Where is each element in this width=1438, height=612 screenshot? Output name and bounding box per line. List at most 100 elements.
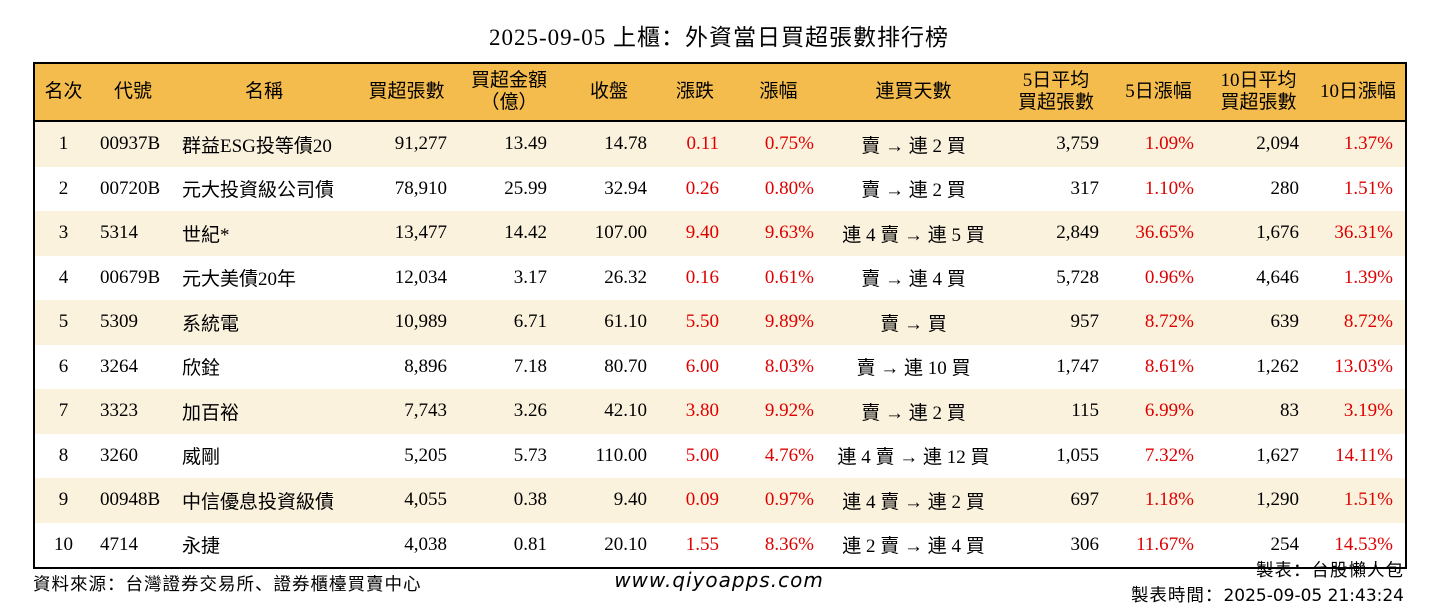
cell-avg5: 115 <box>1071 400 1099 422</box>
cell-change-pct: 8.03% <box>764 355 814 377</box>
cell-code: 00720B <box>100 177 161 199</box>
cell-avg10: 1,676 <box>1256 222 1299 244</box>
cell-change: 9.40 <box>685 222 719 244</box>
cell-avg10: 4,646 <box>1256 266 1299 288</box>
cell-code: 3260 <box>100 444 138 466</box>
cell-rank: 2 <box>58 177 69 199</box>
cell-net-buy-volume: 5,205 <box>404 444 447 466</box>
cell-code: 00948B <box>100 489 161 511</box>
cell-rank: 6 <box>58 355 69 377</box>
cell-pct10: 8.72% <box>1343 311 1393 333</box>
timestamp-value: 2025-09-05 21:43:24 <box>1223 586 1404 607</box>
cell-change: 3.80 <box>685 400 719 422</box>
cell-net-buy-volume: 91,277 <box>394 133 447 155</box>
table-row: 6 3264 欣銓 8,896 7.18 80.70 6.00 8.03% 賣 … <box>34 344 1406 389</box>
cell-net-buy-volume: 13,477 <box>394 222 447 244</box>
cell-close: 80.70 <box>604 355 647 377</box>
cell-streak: 賣 → 連 10 買 <box>856 358 971 380</box>
timestamp-label: 製表時間： <box>1130 585 1224 606</box>
cell-code: 3323 <box>100 400 138 422</box>
cell-pct10: 1.39% <box>1343 266 1393 288</box>
cell-name: 群益ESG投等債20 <box>182 135 332 157</box>
cell-net-buy-amount: 0.38 <box>513 489 547 511</box>
cell-pct10: 13.03% <box>1334 355 1393 377</box>
cell-pct10: 1.51% <box>1343 489 1393 511</box>
timestamp-line: 製表時間：2025-09-05 21:43:24 <box>1131 583 1404 609</box>
cell-close: 110.00 <box>595 444 647 466</box>
cell-code: 00937B <box>100 133 161 155</box>
cell-net-buy-amount: 7.18 <box>513 355 547 377</box>
cell-avg5: 957 <box>1070 311 1100 333</box>
col-pct5: 5日漲幅 <box>1111 63 1206 122</box>
cell-avg10: 639 <box>1270 311 1300 333</box>
cell-name: 元大投資級公司債 <box>182 180 335 202</box>
cell-change: 6.00 <box>685 355 719 377</box>
cell-streak: 連 4 賣 → 連 2 買 <box>842 491 985 513</box>
cell-pct5: 8.61% <box>1144 355 1194 377</box>
cell-pct5: 1.18% <box>1144 489 1194 511</box>
cell-net-buy-amount: 0.81 <box>513 533 547 555</box>
col-close: 收盤 <box>559 63 659 122</box>
cell-name: 元大美債20年 <box>182 269 297 291</box>
maker-line: 製表：台股懶人包 <box>1256 560 1404 580</box>
cell-name: 世紀* <box>182 224 230 246</box>
cell-rank: 9 <box>58 489 69 511</box>
table-row: 10 4714 永捷 4,038 0.81 20.10 1.55 8.36% 連… <box>34 522 1406 568</box>
cell-pct10: 3.19% <box>1343 400 1393 422</box>
cell-change-pct: 8.36% <box>764 533 814 555</box>
cell-change: 5.00 <box>685 444 719 466</box>
cell-rank: 8 <box>58 444 69 466</box>
cell-net-buy-amount: 5.73 <box>513 444 547 466</box>
cell-avg5: 1,747 <box>1056 355 1099 377</box>
cell-close: 9.40 <box>613 489 647 511</box>
cell-net-buy-volume: 4,038 <box>404 533 447 555</box>
col-avg5: 5日平均 買超張數 <box>1001 63 1111 122</box>
table-row: 4 00679B 元大美債20年 12,034 3.17 26.32 0.16 … <box>34 255 1406 300</box>
cell-avg5: 2,849 <box>1056 222 1099 244</box>
col-rank: 名次 <box>34 63 92 122</box>
cell-net-buy-amount: 3.26 <box>513 400 547 422</box>
cell-streak: 賣 → 連 2 買 <box>861 180 966 202</box>
col-pct10: 10日漲幅 <box>1311 63 1406 122</box>
credit-block: 製表：台股懶人包 製表時間：2025-09-05 21:43:24 <box>1131 558 1404 609</box>
cell-change-pct: 9.89% <box>764 311 814 333</box>
cell-streak: 賣 → 買 <box>880 313 947 335</box>
cell-name: 欣銓 <box>182 358 221 380</box>
cell-net-buy-volume: 78,910 <box>394 177 447 199</box>
cell-net-buy-volume: 12,034 <box>394 266 447 288</box>
col-code: 代號 <box>92 63 174 122</box>
cell-net-buy-volume: 10,989 <box>394 311 447 333</box>
cell-pct10: 1.37% <box>1343 133 1393 155</box>
cell-change: 1.55 <box>685 533 719 555</box>
data-source-note: 資料來源：台灣證券交易所、證券櫃檯買賣中心 <box>33 574 422 594</box>
cell-change-pct: 0.75% <box>764 133 814 155</box>
cell-pct5: 6.99% <box>1144 400 1194 422</box>
cell-net-buy-amount: 25.99 <box>504 177 547 199</box>
cell-change-pct: 0.80% <box>764 177 814 199</box>
cell-change-pct: 9.63% <box>764 222 814 244</box>
cell-net-buy-amount: 13.49 <box>504 133 547 155</box>
foreign-net-buy-table: 名次 代號 名稱 買超張數 買超金額 （億） 收盤 漲跌 漲幅 連買天數 5日平均… <box>33 62 1407 569</box>
cell-change: 0.26 <box>685 177 719 199</box>
page-title: 2025-09-05 上櫃：外資當日買超張數排行榜 <box>488 25 950 50</box>
table-row: 3 5314 世紀* 13,477 14.42 107.00 9.40 9.63… <box>34 211 1406 256</box>
table-row: 1 00937B 群益ESG投等債20 91,277 13.49 14.78 0… <box>34 121 1406 167</box>
cell-net-buy-volume: 4,055 <box>404 489 447 511</box>
cell-avg10: 254 <box>1270 533 1300 555</box>
cell-name: 永捷 <box>182 536 221 558</box>
cell-name: 威剛 <box>182 447 221 469</box>
cell-net-buy-volume: 8,896 <box>404 355 447 377</box>
cell-close: 61.10 <box>604 311 647 333</box>
cell-pct5: 7.32% <box>1144 444 1194 466</box>
cell-avg10: 280 <box>1270 177 1300 199</box>
cell-net-buy-amount: 3.17 <box>513 266 547 288</box>
cell-streak: 連 4 賣 → 連 12 買 <box>837 447 990 469</box>
col-net-buy-volume: 買超張數 <box>354 63 459 122</box>
cell-change-pct: 0.61% <box>764 266 814 288</box>
cell-pct10: 1.51% <box>1343 177 1393 199</box>
cell-close: 26.32 <box>604 266 647 288</box>
table-row: 9 00948B 中信優息投資級債 4,055 0.38 9.40 0.09 0… <box>34 478 1406 523</box>
table-header: 名次 代號 名稱 買超張數 買超金額 （億） 收盤 漲跌 漲幅 連買天數 5日平均… <box>34 63 1406 122</box>
cell-avg5: 5,728 <box>1056 266 1099 288</box>
